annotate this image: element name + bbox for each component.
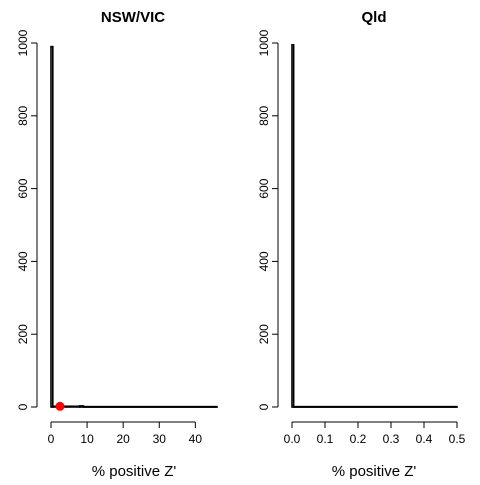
x-tick-label-nsw-vic-3: 30 [153, 432, 167, 446]
x-tick-label-nsw-vic-0: 0 [48, 432, 55, 446]
y-tick-label-qld-3: 600 [257, 178, 271, 198]
panel-title-nsw-vic: NSW/VIC [101, 9, 165, 26]
y-tick-label-nsw-vic-3: 600 [16, 178, 30, 198]
y-tick-label-qld-4: 800 [257, 105, 271, 125]
x-axis-label-nsw-vic: % positive Z' [92, 463, 177, 480]
x-tick-label-qld-0: 0.0 [284, 432, 301, 446]
y-tick-label-nsw-vic-5: 1000 [16, 29, 30, 56]
y-tick-label-qld-0: 0 [257, 403, 271, 410]
x-axis-label-qld: % positive Z' [332, 463, 417, 480]
y-tick-label-qld-2: 400 [257, 251, 271, 271]
x-tick-label-qld-5: 0.5 [449, 432, 466, 446]
x-tick-label-qld-4: 0.4 [416, 432, 433, 446]
y-tick-label-nsw-vic-0: 0 [16, 403, 30, 410]
panel-title-qld: Qld [362, 9, 387, 26]
y-tick-label-qld-5: 1000 [257, 29, 271, 56]
y-tick-label-nsw-vic-2: 400 [16, 251, 30, 271]
x-tick-label-qld-3: 0.3 [383, 432, 400, 446]
x-tick-label-nsw-vic-1: 10 [80, 432, 94, 446]
highlight-point-nsw-vic [55, 401, 65, 411]
x-tick-label-nsw-vic-2: 20 [116, 432, 130, 446]
panel-qld: Qld % positive Z' 0.0 0.1 0.2 0.3 0.4 0.5 0 200… [257, 9, 466, 480]
x-tick-label-qld-1: 0.1 [317, 432, 334, 446]
histogram-bar-qld-1 [292, 405, 458, 408]
histogram-bar-nsw-vic-0 [50, 45, 54, 408]
histogram-bar-qld-0 [291, 44, 295, 408]
panel-nsw-vic: NSW/VIC % positive Z' 0 10 20 30 40020040060… [16, 9, 218, 480]
x-tick-label-qld-2: 0.2 [350, 432, 367, 446]
histogram-bar-nsw-vic-3 [82, 405, 218, 408]
x-tick-label-nsw-vic-4: 40 [189, 432, 203, 446]
y-tick-label-qld-1: 200 [257, 324, 271, 344]
y-tick-label-nsw-vic-4: 800 [16, 105, 30, 125]
y-tick-label-nsw-vic-1: 200 [16, 324, 30, 344]
